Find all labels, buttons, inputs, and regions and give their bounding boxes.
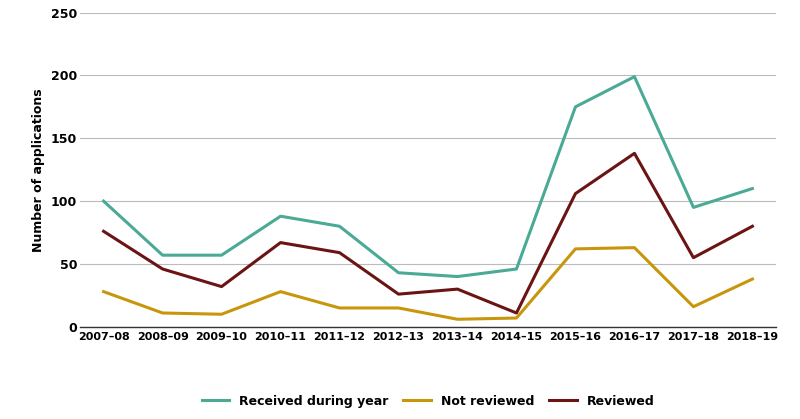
Reviewed [748,224,758,229]
Line: Reviewed: Reviewed [103,153,753,313]
Received during year [689,205,698,210]
Reviewed [98,229,108,234]
Not reviewed [158,310,167,316]
Y-axis label: Number of applications: Number of applications [33,88,46,251]
Reviewed [217,284,226,289]
Received during year [334,224,344,229]
Reviewed [570,191,580,196]
Not reviewed [689,304,698,309]
Reviewed [394,292,403,297]
Reviewed [334,250,344,255]
Not reviewed [394,305,403,310]
Not reviewed [748,277,758,282]
Received during year [453,274,462,279]
Received during year [394,270,403,275]
Received during year [98,199,108,204]
Received during year [217,253,226,258]
Reviewed [512,310,522,316]
Not reviewed [630,245,639,250]
Reviewed [453,287,462,292]
Not reviewed [334,305,344,310]
Received during year [158,253,167,258]
Received during year [748,186,758,191]
Line: Not reviewed: Not reviewed [103,248,753,319]
Reviewed [689,255,698,260]
Received during year [630,74,639,79]
Not reviewed [98,289,108,294]
Reviewed [276,240,286,245]
Not reviewed [570,246,580,251]
Not reviewed [453,317,462,322]
Not reviewed [217,312,226,317]
Line: Received during year: Received during year [103,77,753,277]
Received during year [276,214,286,219]
Not reviewed [512,316,522,321]
Reviewed [158,266,167,272]
Reviewed [630,151,639,156]
Received during year [570,104,580,109]
Legend: Received during year, Not reviewed, Reviewed: Received during year, Not reviewed, Revi… [197,390,659,413]
Received during year [512,266,522,272]
Not reviewed [276,289,286,294]
